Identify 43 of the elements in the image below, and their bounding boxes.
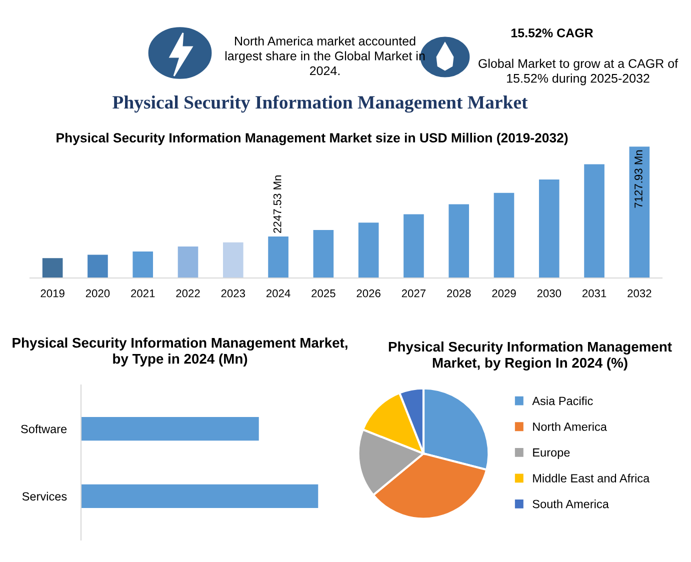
- x-tick-label: 2028: [447, 289, 471, 298]
- bar: [358, 222, 379, 278]
- text: 15.52% CAGR: [511, 28, 594, 38]
- bar: [268, 236, 288, 278]
- x-tick-label: 2020: [86, 289, 110, 298]
- bar: [42, 258, 63, 278]
- x-tick-label: 2032: [628, 289, 652, 298]
- bar: [313, 230, 334, 278]
- x-tick-label: 2025: [312, 289, 336, 298]
- bar: [448, 204, 470, 278]
- bar: [538, 180, 560, 278]
- data-label: 2247.53 Mn: [273, 176, 282, 233]
- bar: [584, 164, 604, 278]
- x-tick-label: 2024: [266, 289, 290, 298]
- legend-label: Europe: [533, 448, 570, 460]
- data-label: 7127.93 Mn: [634, 150, 642, 208]
- chart-title: Physical Security Information Management Market, by Type in 2024 (Mn): [12, 338, 348, 366]
- x-tick-label: 2026: [356, 289, 380, 298]
- legend-label: North America: [533, 422, 607, 431]
- x-tick-label: 2022: [176, 289, 200, 298]
- bar: [88, 254, 108, 278]
- bar: [494, 192, 514, 278]
- y-tick-label: Software: [21, 424, 67, 434]
- x-tick-label: 2027: [402, 289, 426, 298]
- x-tick-label: 2030: [537, 289, 562, 298]
- chart-title: Physical Security Information Management Market size in USD Million (2019-2032): [56, 132, 568, 146]
- x-tick-label: 2023: [221, 289, 246, 298]
- bar: [222, 242, 244, 278]
- chart-title: Physical Security Information Management Market, by Region In 2024 (%): [388, 341, 672, 371]
- bar: [629, 146, 650, 278]
- legend-label: South America: [532, 500, 609, 508]
- legend-label: Middle East and Africa: [533, 474, 650, 482]
- y-tick-label: Services: [22, 492, 67, 501]
- text: Global Market to grow at a CAGR of 15.52% during 2025-2032: [478, 58, 678, 86]
- x-tick-label: 2019: [40, 289, 64, 298]
- bar: [178, 246, 198, 278]
- bar: [132, 251, 154, 278]
- text: Physical Security Information Management Market: [112, 95, 528, 113]
- x-tick-label: 2031: [582, 289, 606, 298]
- bar: [404, 214, 424, 278]
- legend-label: Asia Pacific: [532, 396, 593, 406]
- x-tick-label: 2029: [492, 289, 516, 298]
- x-tick-label: 2021: [131, 289, 155, 298]
